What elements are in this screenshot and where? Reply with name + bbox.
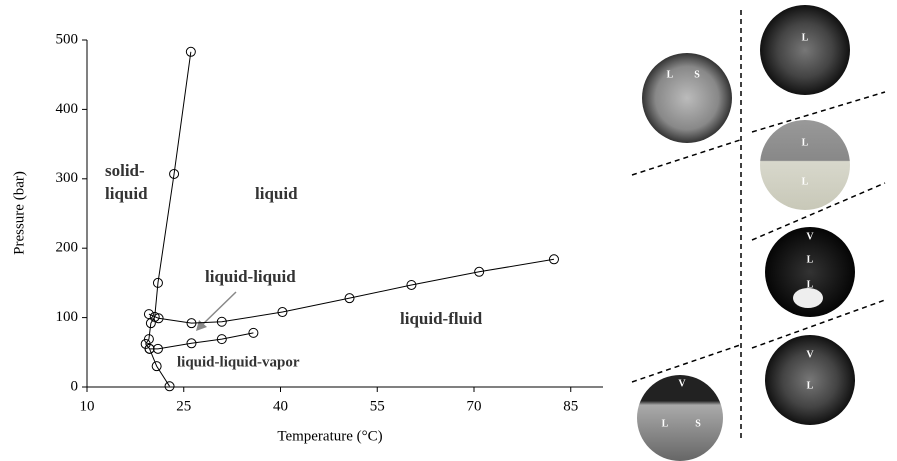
y-tick-label: 100 xyxy=(56,309,79,325)
divider xyxy=(632,140,740,175)
photo xyxy=(642,53,732,143)
x-axis-label: Temperature (°C) xyxy=(277,428,382,444)
y-tick-label: 500 xyxy=(56,31,79,47)
x-tick-label: 40 xyxy=(273,398,288,414)
y-tick-label: 300 xyxy=(56,170,79,186)
photo-label: L xyxy=(807,279,814,290)
photo-label: L xyxy=(662,418,669,429)
photo-label: L xyxy=(807,380,814,391)
photo xyxy=(760,5,850,95)
photo-label: L xyxy=(802,176,809,187)
region-label: liquid xyxy=(255,184,298,203)
region-label: liquid-liquid-vapor xyxy=(177,354,300,370)
y-tick-label: 200 xyxy=(56,240,79,256)
x-tick-label: 70 xyxy=(467,398,482,414)
photo-label: S xyxy=(694,69,700,80)
y-axis-label: Pressure (bar) xyxy=(11,171,27,255)
photo-label: L xyxy=(802,137,809,148)
photo-label: S xyxy=(695,418,701,429)
region-label: solid- xyxy=(105,161,145,180)
region-label: liquid xyxy=(105,184,148,203)
x-tick-label: 55 xyxy=(370,398,385,414)
photo-label: V xyxy=(678,378,686,389)
y-tick-label: 0 xyxy=(71,378,79,394)
photo-label: V xyxy=(806,349,814,360)
region-label: liquid-liquid xyxy=(205,267,296,286)
photo-label: L xyxy=(802,32,809,43)
photo-detail xyxy=(793,288,823,308)
y-tick-label: 400 xyxy=(56,101,79,117)
photo-label: L xyxy=(667,69,674,80)
figure: Temperature (°C) Pressure (bar) solid- l… xyxy=(0,0,897,461)
series-line xyxy=(150,333,254,349)
x-tick-label: 10 xyxy=(80,398,95,414)
photo-label: L xyxy=(807,254,814,265)
photo-label: V xyxy=(806,231,814,242)
region-label: liquid-fluid xyxy=(400,309,483,328)
x-tick-label: 85 xyxy=(563,398,578,414)
x-tick-label: 25 xyxy=(176,398,191,414)
arrow xyxy=(201,292,236,326)
photo xyxy=(760,120,850,210)
photos: L S L L L V L L V L V L S xyxy=(632,5,885,461)
